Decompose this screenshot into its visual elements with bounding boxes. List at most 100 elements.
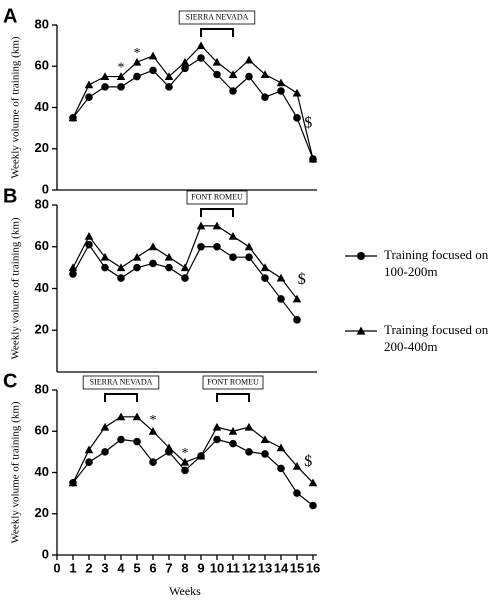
annotation: * — [118, 61, 125, 76]
point — [164, 72, 174, 81]
annotation: * — [134, 46, 141, 61]
x-tick-label: 0 — [53, 560, 60, 575]
point — [132, 57, 142, 66]
point — [133, 263, 141, 272]
y-tick-label: 40 — [35, 464, 49, 479]
y-tick-label: 40 — [35, 99, 49, 114]
x-tick-label: 1 — [69, 560, 76, 575]
y-tick-label: 60 — [35, 238, 49, 253]
x-tick-label: 11 — [226, 560, 240, 575]
point — [213, 435, 221, 444]
series-line — [72, 44, 314, 160]
series-line — [72, 438, 314, 506]
point — [133, 72, 141, 81]
y-tick-label: 80 — [35, 16, 49, 31]
bracket-box — [178, 10, 256, 25]
point — [148, 426, 158, 435]
point — [69, 270, 77, 278]
point — [197, 54, 205, 62]
x-axis-label: Weeks — [169, 584, 201, 598]
point — [244, 422, 254, 431]
point — [308, 478, 318, 487]
point — [197, 242, 205, 251]
point — [261, 93, 269, 101]
point — [245, 253, 253, 261]
point — [292, 294, 302, 303]
x-tick-label: 4 — [117, 560, 125, 575]
point — [117, 435, 125, 444]
bracket-label: SIERRA NEVADA — [90, 377, 153, 386]
panel-label: B — [3, 185, 17, 207]
point — [196, 221, 206, 230]
point — [68, 113, 78, 122]
point — [84, 80, 94, 89]
panel-label: C — [3, 370, 17, 392]
point — [116, 263, 126, 272]
legend-marker — [357, 252, 365, 260]
point — [117, 274, 125, 282]
point — [100, 252, 110, 261]
y-axis-label: Weekly volume of training (km) — [10, 401, 22, 543]
y-tick-label: 20 — [35, 140, 49, 155]
point — [117, 83, 125, 91]
x-tick-label: 6 — [149, 560, 156, 575]
y-axis-label: Weekly volume of training (km) — [10, 36, 22, 178]
point — [68, 478, 78, 487]
point — [149, 259, 157, 268]
point — [260, 263, 270, 272]
bracket — [104, 393, 138, 402]
bracket — [216, 393, 250, 402]
point — [149, 458, 157, 466]
annotation: $ — [298, 271, 306, 288]
point — [101, 83, 109, 91]
point — [292, 88, 302, 97]
point — [276, 443, 286, 452]
point — [180, 57, 190, 66]
point — [245, 72, 253, 81]
x-tick-label: 16 — [306, 560, 320, 575]
point — [245, 448, 253, 456]
bracket — [200, 28, 234, 37]
panel-label: A — [3, 5, 17, 27]
point — [261, 450, 269, 458]
point — [260, 70, 270, 78]
point — [212, 57, 222, 66]
point — [196, 41, 206, 50]
bracket-box — [82, 375, 160, 390]
point — [293, 316, 301, 324]
point — [229, 87, 237, 95]
y-tick-label: 80 — [35, 196, 49, 211]
legend-label: Training focused on 100-200m — [384, 247, 489, 279]
x-tick-label: 13 — [258, 560, 272, 575]
point — [85, 240, 93, 249]
point — [180, 457, 190, 466]
legend-label: Training focused on 200-400m — [384, 322, 489, 354]
bracket-box — [202, 375, 264, 390]
point — [244, 242, 254, 251]
point — [165, 263, 173, 272]
point — [260, 435, 270, 443]
legend-marker — [356, 326, 366, 335]
point — [84, 232, 94, 240]
y-tick-label: 60 — [35, 58, 49, 73]
point — [277, 464, 285, 473]
point — [165, 83, 173, 91]
bracket-label: FONT ROMEU — [207, 377, 259, 386]
point — [181, 64, 189, 73]
point — [213, 70, 221, 79]
x-tick-label: 2 — [85, 560, 92, 575]
point — [228, 70, 238, 78]
point — [196, 451, 206, 460]
y-tick-label: 0 — [42, 181, 49, 196]
annotation: $ — [304, 115, 312, 132]
y-tick-label: 0 — [42, 546, 49, 561]
point — [181, 466, 189, 475]
y-tick-label: 80 — [35, 381, 49, 396]
point — [261, 274, 269, 282]
bracket-box — [186, 190, 248, 205]
point — [132, 252, 142, 261]
point — [85, 93, 93, 101]
point — [68, 263, 78, 272]
